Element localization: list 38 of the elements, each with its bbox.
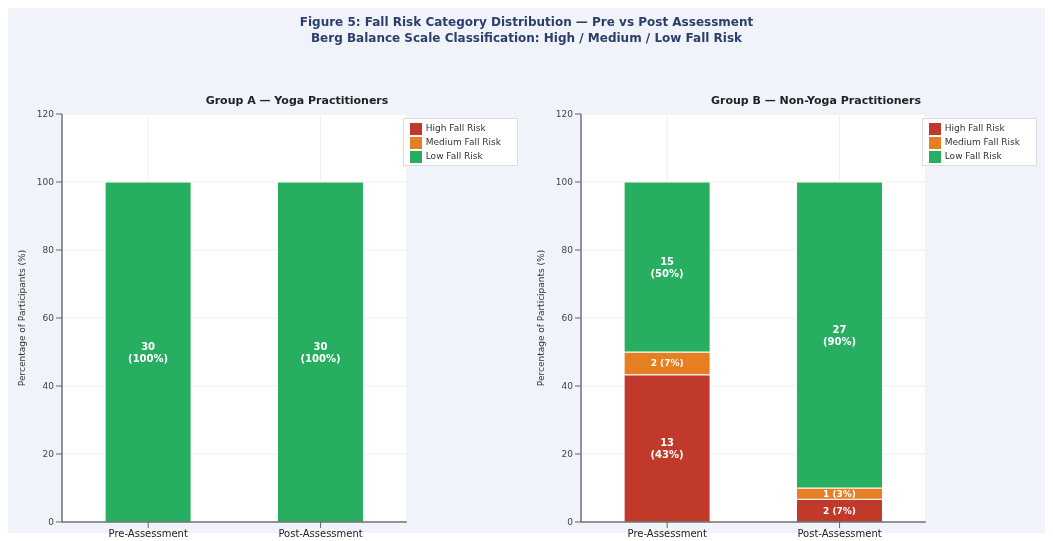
chart-title: Group A — Yoga Practitioners: [204, 94, 390, 109]
y-tick-label: 80: [42, 245, 55, 256]
y-tick-label: 40: [42, 381, 55, 392]
y-tick-label: 120: [555, 109, 574, 120]
text: Berg Balance Scale Classification: High / Medium / Low Fall Risk: [309, 30, 743, 46]
y-tick-label: 0: [48, 517, 55, 528]
legend-label: Medium Fall Risk: [425, 137, 501, 147]
data-label: 15 (50%): [650, 255, 684, 279]
x-tick-label: Post-Assessment: [797, 528, 882, 540]
x-tick-label: Post-Assessment: [278, 528, 363, 540]
y-tick-label: 40: [561, 381, 574, 392]
y-tick-label: 20: [561, 449, 574, 460]
data-label: 13 (43%): [650, 436, 684, 460]
legend-label: Medium Fall Risk: [944, 137, 1020, 147]
x-tick-label: Pre-Assessment: [108, 528, 188, 540]
legend-label: Low Fall Risk: [425, 151, 483, 161]
caption: Figure 5: Fall Risk Category Distribution — Pre vs Post Assessment: [298, 14, 755, 30]
data-label: 27 (90%): [822, 323, 857, 347]
legend-label: High Fall Risk: [425, 123, 486, 133]
legend-label: Low Fall Risk: [944, 151, 1002, 161]
chart-title: Group B — Non-Yoga Practitioners: [709, 94, 923, 109]
legend-label: High Fall Risk: [944, 123, 1005, 133]
data-label: 2 (7%): [650, 358, 684, 369]
x-tick-label: Pre-Assessment: [627, 528, 707, 540]
y-tick-label: 60: [42, 313, 55, 324]
y-tick-label: 60: [561, 313, 574, 324]
y-axis-title: Percentage of Participants (%): [17, 249, 28, 387]
y-tick-label: 80: [561, 245, 574, 256]
y-tick-label: 100: [555, 177, 574, 188]
data-label: 1 (3%): [823, 488, 856, 499]
data-label: 30 (100%): [128, 340, 169, 364]
y-tick-label: 0: [567, 517, 574, 528]
y-tick-label: 20: [42, 449, 55, 460]
y-tick-label: 120: [36, 109, 55, 120]
y-tick-label: 100: [36, 177, 55, 188]
y-axis-title: Percentage of Participants (%): [536, 249, 547, 387]
data-label: 2 (7%): [823, 505, 856, 516]
data-label: 30 (100%): [300, 340, 341, 364]
